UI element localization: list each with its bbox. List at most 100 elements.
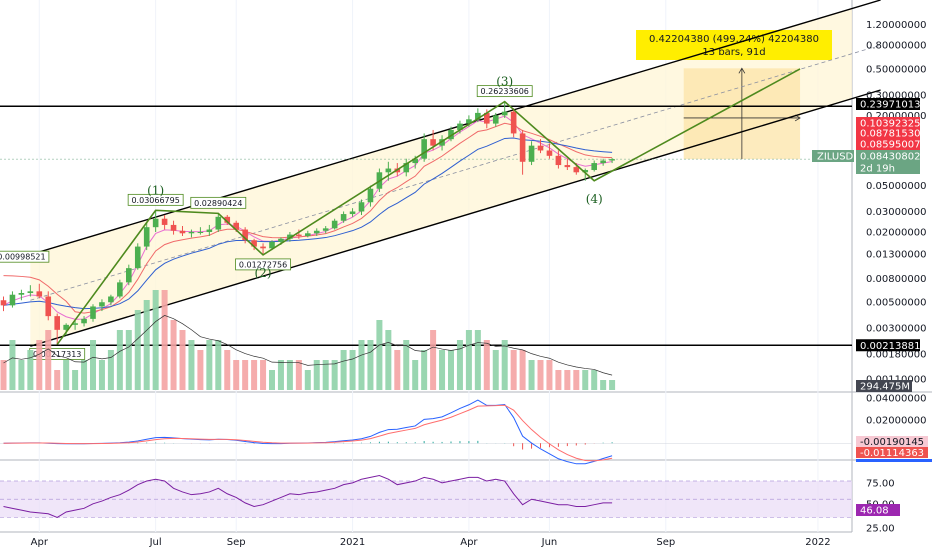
- candle-body: [170, 224, 177, 231]
- volume-bar: [322, 360, 329, 390]
- candle-body: [501, 111, 508, 116]
- price-label-text: 0.02890424: [194, 199, 242, 208]
- macd-tick-label: 0.04000000: [866, 394, 926, 405]
- candle-body: [475, 112, 481, 120]
- price-tick-label: 0.05000000: [866, 181, 926, 192]
- volume-bar: [465, 330, 472, 390]
- price-label-text: 0.26233606: [481, 87, 529, 96]
- volume-bar: [161, 290, 168, 390]
- macd-line-marker: [856, 459, 932, 462]
- volume-bar: [134, 310, 141, 390]
- price-axis: 1.20000000 0.80000000 0.50000000 0.30000000…: [812, 20, 932, 535]
- volume-bar: [125, 330, 132, 390]
- candle-body: [99, 302, 105, 307]
- candle-body: [573, 167, 580, 173]
- candle-body: [555, 155, 562, 166]
- elliott-wave-line: [56, 68, 801, 345]
- wave-label: (3): [496, 75, 513, 89]
- candle-body: [278, 238, 284, 242]
- candle-body: [161, 218, 168, 225]
- candles: [0, 101, 615, 345]
- price-tick-label: 0.03000000: [866, 207, 926, 218]
- projection-box: 0.42204380 (499.24%) 42204380 13 bars, 91…: [636, 30, 832, 160]
- volume-bar: [54, 370, 61, 390]
- price-tick-label: 0.00300000: [866, 324, 926, 335]
- price-label-text: 0.00998521: [0, 253, 46, 262]
- volume-bar: [107, 350, 114, 390]
- candle-body: [287, 234, 293, 239]
- price-tick-label: 0.01300000: [866, 249, 926, 260]
- symbol-tag-text: ZILUSD: [817, 152, 854, 163]
- volume-bar: [510, 350, 517, 390]
- candle-body: [322, 228, 329, 231]
- volume-bar: [564, 370, 571, 390]
- candle-body: [90, 306, 96, 319]
- price-tick-label: 0.00180000: [866, 349, 926, 360]
- volume-bar: [421, 350, 428, 390]
- time-tick-label: Apr: [460, 537, 478, 548]
- projection-label-line2: 13 bars, 91d: [702, 47, 765, 58]
- volume-bar: [537, 360, 544, 390]
- volume-bar: [483, 340, 490, 390]
- candle-body: [439, 139, 445, 146]
- candle-body: [251, 240, 257, 247]
- volume-bar: [313, 360, 320, 390]
- time-tick-label: Sep: [656, 537, 675, 548]
- rsi-tick-label: 25.00: [866, 524, 895, 535]
- price-label-level-3: [856, 138, 920, 150]
- candle-body: [143, 227, 150, 247]
- wave-label: (4): [586, 192, 603, 206]
- countdown-tag: [856, 162, 920, 174]
- candle-body: [108, 296, 114, 303]
- volume-bar: [555, 370, 562, 390]
- time-tick-label: Jun: [541, 537, 558, 548]
- macd-pane: [0, 399, 852, 465]
- volume-bar: [269, 370, 275, 390]
- macd-value-tag-text: -0.00190145: [860, 437, 924, 448]
- candle-body: [484, 112, 490, 124]
- volume-bar: [179, 330, 186, 390]
- candle-body: [430, 139, 436, 146]
- volume-bar: [224, 350, 231, 390]
- candle-body: [27, 291, 34, 293]
- candle-body: [126, 268, 132, 283]
- candle-body: [63, 324, 69, 330]
- candle-body: [448, 129, 454, 140]
- candle-body: [45, 296, 52, 317]
- price-tick-label: 0.20000000: [866, 111, 926, 122]
- candle-body: [358, 202, 365, 212]
- volume-bar: [286, 360, 293, 390]
- volume-bar: [609, 380, 616, 390]
- volume-bar: [448, 350, 454, 390]
- wave-label: (1): [147, 183, 164, 197]
- trend-lines: [0, 0, 881, 347]
- price-label-box: [476, 85, 533, 98]
- volume-bar: [349, 350, 356, 390]
- candle-body: [188, 232, 195, 234]
- wave-label: (2): [255, 266, 272, 280]
- candle-body: [117, 282, 123, 297]
- rsi-line: [3, 475, 613, 518]
- candle-body: [591, 163, 597, 171]
- candle-body: [9, 294, 16, 306]
- volume-bar: [260, 360, 267, 390]
- candle-body: [403, 163, 410, 173]
- price-label-level-1-text: 0.10392325: [860, 119, 920, 130]
- candle-body: [81, 318, 87, 324]
- candle-body: [0, 300, 7, 306]
- candle-body: [609, 159, 615, 161]
- price-label-last-price: [856, 150, 920, 162]
- volume-bar: [367, 340, 374, 390]
- volume-bar: [152, 290, 159, 390]
- rsi-value-tag: [856, 504, 900, 516]
- volume-bar: [340, 350, 347, 390]
- price-label-level-2: [856, 127, 920, 139]
- price-label-level-3-text: 0.08595007: [860, 140, 920, 151]
- volume-bar: [501, 340, 508, 390]
- price-tick-label: 0.00800000: [866, 274, 926, 285]
- price-label-box: [190, 196, 247, 209]
- annotations: 0.00998521 0.00217313 0.03066795 0.02890424…: [0, 75, 603, 360]
- candle-body: [36, 291, 43, 297]
- volume-value-tag: [856, 380, 912, 392]
